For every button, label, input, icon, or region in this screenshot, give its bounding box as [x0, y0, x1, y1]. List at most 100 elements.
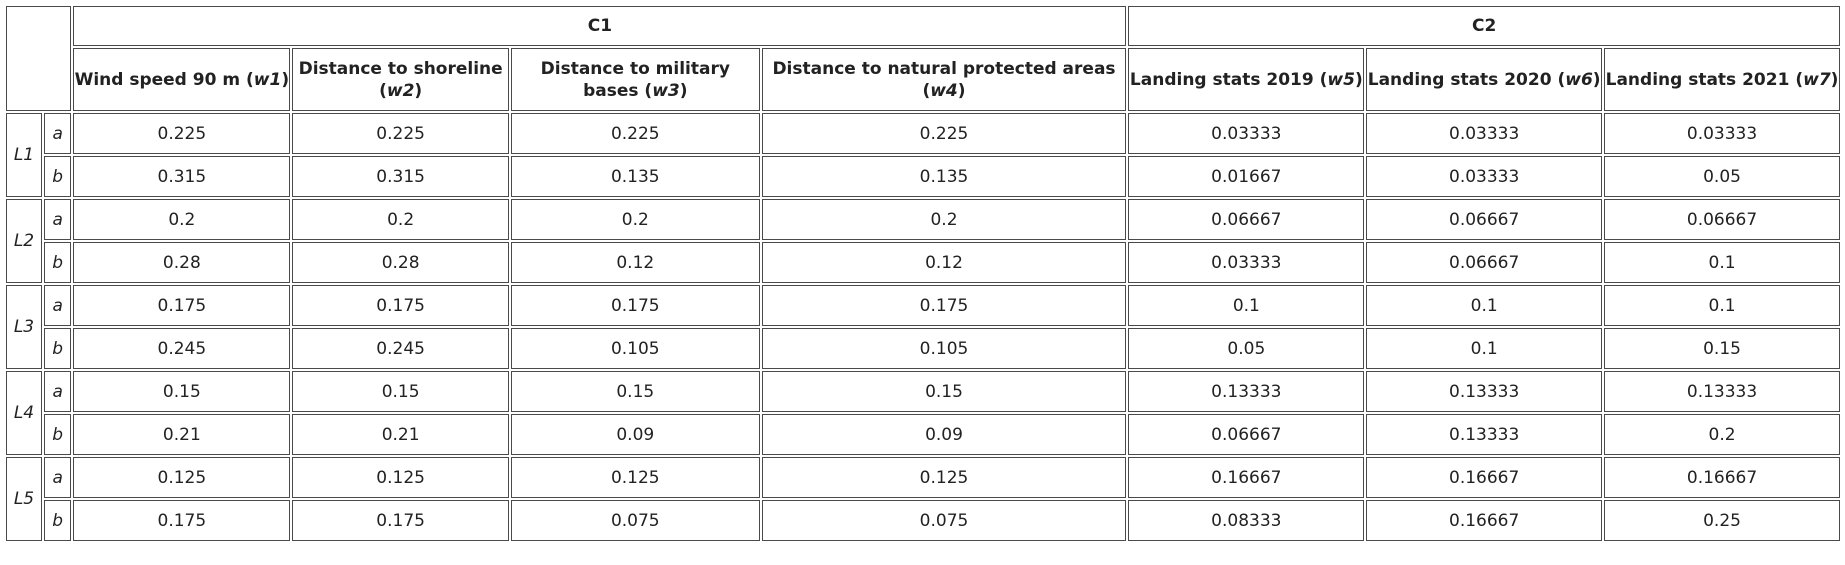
value-cell: 0.1: [1604, 242, 1840, 283]
value-cell: 0.09: [761, 414, 1127, 455]
value-cell: 0.2: [511, 199, 760, 240]
table-row: L5 a 0.125 0.125 0.125 0.125 0.16667 0.16667 0.1…: [6, 457, 1840, 541]
table-wrapper: C1 C2 Wind speed 90 m (w1) Distance to sh…: [4, 4, 1845, 543]
value-cell: 0.08333: [1128, 500, 1365, 541]
value-cell: 0.21: [73, 414, 291, 455]
scenario-label: b: [43, 328, 72, 369]
value-cell: 0.16667: [1604, 457, 1840, 498]
value-cell: 0.175: [73, 500, 291, 541]
value-cell: 0.15: [761, 371, 1127, 412]
table-row: L4 a 0.15 0.15 0.15 0.15 0.13333 0.13333 0.13333: [6, 371, 1840, 455]
value-cell: 0.175: [73, 285, 291, 326]
table-body: L1 a 0.225 0.225 0.225 0.225 0.03333 0.03333 0.0…: [6, 113, 1840, 541]
value-cell: 0.315: [292, 156, 510, 197]
value-cell: 0.1: [1366, 328, 1603, 369]
value-cell: 0.09: [511, 414, 760, 455]
value-cell: 0.12: [761, 242, 1127, 283]
location-label: L4: [6, 371, 42, 455]
value-cell: 0.03333: [1366, 156, 1603, 197]
column-header-weight: w3: [652, 80, 680, 101]
value-cell: 0.06667: [1128, 414, 1365, 455]
value-cell: 0.125: [761, 457, 1127, 498]
column-header-label: Landing stats 2021: [1605, 69, 1790, 90]
value-cell: 0.28: [292, 242, 510, 283]
value-cell: 0.1: [1604, 285, 1840, 326]
value-cell: 0.225: [73, 113, 291, 154]
value-cell: 0.2: [292, 199, 510, 240]
scenario-label: b: [43, 414, 72, 455]
value-cell: 0.13333: [1128, 371, 1365, 412]
value-cell: 0.225: [511, 113, 760, 154]
value-cell: 0.12: [511, 242, 760, 283]
location-label: L1: [6, 113, 42, 197]
column-header-weight: w4: [930, 80, 958, 101]
value-cell: 0.135: [511, 156, 760, 197]
column-header-weight: w6: [1565, 69, 1593, 90]
column-header-label: Landing stats 2019: [1129, 69, 1314, 90]
value-cell: 0.125: [73, 457, 291, 498]
value-cell: 0.06667: [1128, 199, 1365, 240]
value-cell: 0.2: [73, 199, 291, 240]
value-cell: 0.245: [292, 328, 510, 369]
column-header-label: Distance to natural protected areas: [772, 58, 1116, 79]
value-cell: 0.06667: [1366, 199, 1603, 240]
table-row: b 0.175 0.175 0.075 0.075 0.08333 0.16667 0.25: [6, 500, 1840, 541]
value-cell: 0.13333: [1604, 371, 1840, 412]
value-cell: 0.075: [511, 500, 760, 541]
value-cell: 0.125: [292, 457, 510, 498]
value-cell: 0.135: [761, 156, 1127, 197]
value-cell: 0.06667: [1366, 242, 1603, 283]
value-cell: 0.13333: [1366, 371, 1603, 412]
value-cell: 0.315: [73, 156, 291, 197]
column-header-label: Distance to military bases: [540, 58, 730, 101]
value-cell: 0.15: [73, 371, 291, 412]
location-label: L5: [6, 457, 42, 541]
table-row: b 0.315 0.315 0.135 0.135 0.01667 0.03333 0.05: [6, 156, 1840, 197]
value-cell: 0.2: [761, 199, 1127, 240]
value-cell: 0.15: [292, 371, 510, 412]
column-header-w2: Distance to shoreline (w2): [292, 48, 510, 111]
value-cell: 0.1: [1128, 285, 1365, 326]
corner-cell: [6, 6, 72, 111]
value-cell: 0.06667: [1604, 199, 1840, 240]
column-header-label: Wind speed 90 m: [74, 69, 241, 90]
value-cell: 0.25: [1604, 500, 1840, 541]
table-row: L2 a 0.2 0.2 0.2 0.2 0.06667 0.06667 0.06667: [6, 199, 1840, 283]
table-row: L1 a 0.225 0.225 0.225 0.225 0.03333 0.03333 0.0…: [6, 113, 1840, 197]
column-header-w1: Wind speed 90 m (w1): [73, 48, 291, 111]
value-cell: 0.15: [511, 371, 760, 412]
value-cell: 0.03333: [1366, 113, 1603, 154]
column-header-weight: w1: [253, 69, 282, 90]
location-label: L3: [6, 285, 42, 369]
column-header-row: Wind speed 90 m (w1) Distance to shorelin…: [6, 48, 1840, 111]
value-cell: 0.13333: [1366, 414, 1603, 455]
value-cell: 0.21: [292, 414, 510, 455]
scenario-label: a: [43, 457, 72, 498]
scenario-label: a: [43, 371, 72, 412]
value-cell: 0.03333: [1604, 113, 1840, 154]
value-cell: 0.05: [1128, 328, 1365, 369]
scenario-label: b: [43, 156, 72, 197]
value-cell: 0.175: [292, 500, 510, 541]
value-cell: 0.225: [292, 113, 510, 154]
value-cell: 0.105: [511, 328, 760, 369]
value-cell: 0.1: [1366, 285, 1603, 326]
table-row: L3 a 0.175 0.175 0.175 0.175 0.1 0.1 0.1: [6, 285, 1840, 369]
value-cell: 0.175: [761, 285, 1127, 326]
location-label: L2: [6, 199, 42, 283]
value-cell: 0.28: [73, 242, 291, 283]
value-cell: 0.105: [761, 328, 1127, 369]
value-cell: 0.01667: [1128, 156, 1365, 197]
value-cell: 0.2: [1604, 414, 1840, 455]
value-cell: 0.16667: [1366, 457, 1603, 498]
column-header-weight: w7: [1803, 69, 1831, 90]
group-header-c1: C1: [73, 6, 1127, 46]
value-cell: 0.03333: [1128, 113, 1365, 154]
table-row: b 0.245 0.245 0.105 0.105 0.05 0.1 0.15: [6, 328, 1840, 369]
column-header-label: Landing stats 2020: [1367, 69, 1552, 90]
value-cell: 0.075: [761, 500, 1127, 541]
table-row: b 0.21 0.21 0.09 0.09 0.06667 0.13333 0.2: [6, 414, 1840, 455]
value-cell: 0.225: [761, 113, 1127, 154]
column-header-weight: w5: [1327, 69, 1355, 90]
value-cell: 0.175: [511, 285, 760, 326]
